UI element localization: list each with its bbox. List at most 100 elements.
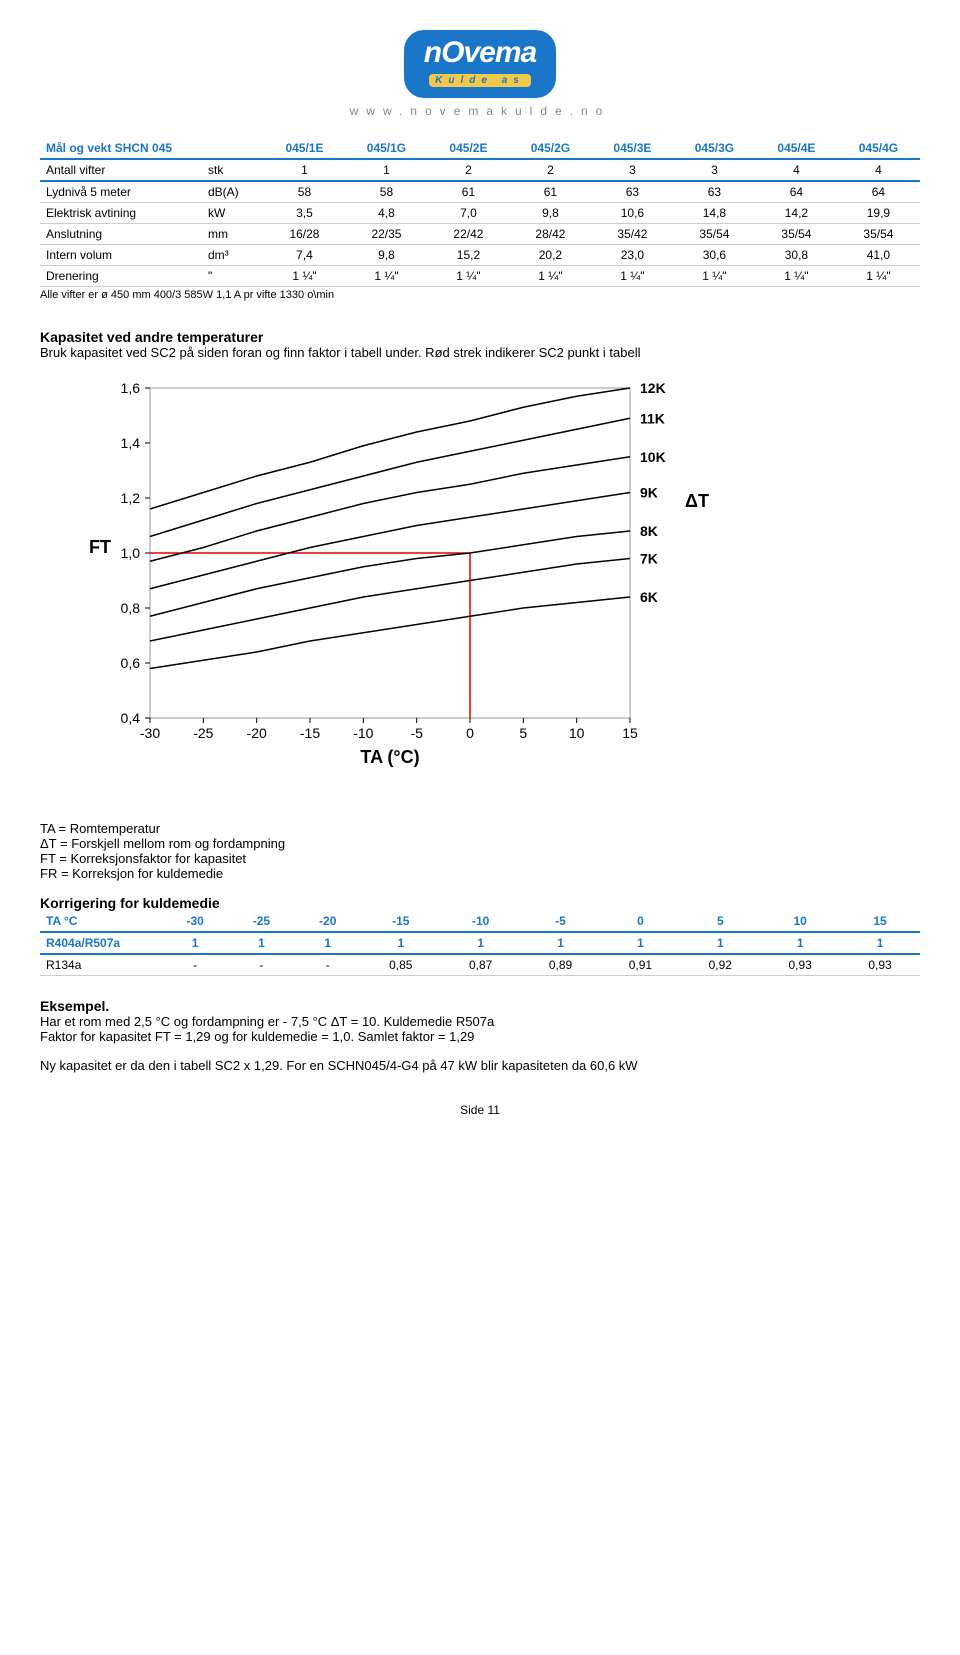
corr-col: 15 [840,911,920,932]
table-row: Antall vifterstk11223344 [40,159,920,181]
table-note: Alle vifter er ø 450 mm 400/3 585W 1,1 A… [40,289,920,301]
col-h: 045/2G [509,138,592,159]
cell: 1 [760,932,840,954]
example-l3: Ny kapasitet er da den i tabell SC2 x 1,… [40,1058,920,1073]
row-label: Anslutning [40,224,202,245]
svg-text:1,2: 1,2 [121,490,141,506]
row-label: R404a/R507a [40,932,162,954]
cell: 1 ¼" [264,266,345,287]
cell: 20,2 [509,245,592,266]
svg-text:1,4: 1,4 [121,435,141,451]
cell: 35/42 [592,224,673,245]
cell: 1 [162,932,228,954]
table-row: Elektrisk avtiningkW3,54,87,09,810,614,8… [40,203,920,224]
cell: 23,0 [592,245,673,266]
col-h: 045/3G [673,138,756,159]
chart: 0,40,60,81,01,21,41,6-30-25-20-15-10-505… [80,378,920,803]
col-h: 045/4G [837,138,920,159]
cell: 3,5 [264,203,345,224]
table-row: Drenering"1 ¼"1 ¼"1 ¼"1 ¼"1 ¼"1 ¼"1 ¼"1 … [40,266,920,287]
corr-heading: Korrigering for kuldemedie [40,895,920,911]
corr-table: TA °C -30 -25 -20 -15 -10 -5 0 5 10 15 R… [40,911,920,976]
cell: 19,9 [837,203,920,224]
table-header-row: Mål og vekt SHCN 045 045/1E 045/1G 045/2… [40,138,920,159]
cell: 0,93 [760,954,840,976]
svg-text:TA (°C): TA (°C) [360,747,419,767]
legend-line: ΔT = Forskjell mellom rom og fordampning [40,836,920,851]
cell: 1 [228,932,294,954]
table-row: Anslutningmm16/2822/3522/4228/4235/4235/… [40,224,920,245]
cell: 0,91 [600,954,680,976]
svg-text:-10: -10 [353,725,373,741]
row-label: R134a [40,954,162,976]
svg-text:-20: -20 [247,725,267,741]
cell: 1 [295,932,361,954]
cell: 35/54 [837,224,920,245]
cell: 1 ¼" [673,266,756,287]
table-row: Intern volumdm³7,49,815,220,223,030,630,… [40,245,920,266]
cell: 1 [361,932,441,954]
row-unit: " [202,266,264,287]
svg-text:1,6: 1,6 [121,380,141,396]
corr-col: -30 [162,911,228,932]
cell: - [228,954,294,976]
svg-text:10K: 10K [640,449,666,465]
cell: 41,0 [837,245,920,266]
logo-url: www.novemakulde.no [40,104,920,118]
col-h: 045/1E [264,138,345,159]
corr-col: -10 [441,911,521,932]
svg-text:FT: FT [89,537,111,557]
svg-text:15: 15 [622,725,638,741]
legend-line: FR = Korreksjon for kuldemedie [40,866,920,881]
logo-main: nOvema [424,36,536,70]
cell: - [162,954,228,976]
cell: 1 [680,932,760,954]
cell: 0,85 [361,954,441,976]
svg-text:0: 0 [466,725,474,741]
svg-text:-25: -25 [193,725,213,741]
row-unit: dm³ [202,245,264,266]
cell: 16/28 [264,224,345,245]
cell: 15,2 [428,245,509,266]
cell: 1 ¼" [428,266,509,287]
cell: 3 [592,159,673,181]
svg-text:11K: 11K [640,410,665,426]
cell: 1 [264,159,345,181]
cell: 9,8 [345,245,428,266]
cell: 4,8 [345,203,428,224]
cell: 4 [837,159,920,181]
corr-header: TA °C -30 -25 -20 -15 -10 -5 0 5 10 15 [40,911,920,932]
example-heading: Eksempel. [40,998,920,1014]
kapasitet-heading: Kapasitet ved andre temperaturer [40,329,920,345]
logo: nOvema Kulde as [404,30,556,98]
cell: 63 [673,181,756,203]
cell: 4 [756,159,837,181]
cell: 1 ¼" [837,266,920,287]
cell: 7,0 [428,203,509,224]
col-h: 045/4E [756,138,837,159]
spec-table: Mål og vekt SHCN 045 045/1E 045/1G 045/2… [40,138,920,287]
cell: 30,6 [673,245,756,266]
cell: 0,87 [441,954,521,976]
corr-col: 5 [680,911,760,932]
svg-text:-30: -30 [140,725,160,741]
cell: 1 ¼" [592,266,673,287]
cell: 1 [345,159,428,181]
example-l1: Har et rom med 2,5 °C og fordampning er … [40,1014,920,1029]
svg-text:6K: 6K [640,589,658,605]
row-unit: dB(A) [202,181,264,203]
cell: 35/54 [756,224,837,245]
svg-text:5: 5 [519,725,527,741]
cell: 1 ¼" [345,266,428,287]
svg-text:7K: 7K [640,551,658,567]
kapasitet-text: Bruk kapasitet ved SC2 på siden foran og… [40,345,920,360]
col-h: 045/2E [428,138,509,159]
cell: 0,93 [840,954,920,976]
corr-col-label: TA °C [46,914,77,928]
table-title: Mål og vekt SHCN 045 [46,141,172,155]
cell: 58 [345,181,428,203]
cell: 2 [428,159,509,181]
row-label: Antall vifter [40,159,202,181]
legend-line: FT = Korreksjonsfaktor for kapasitet [40,851,920,866]
cell: 9,8 [509,203,592,224]
